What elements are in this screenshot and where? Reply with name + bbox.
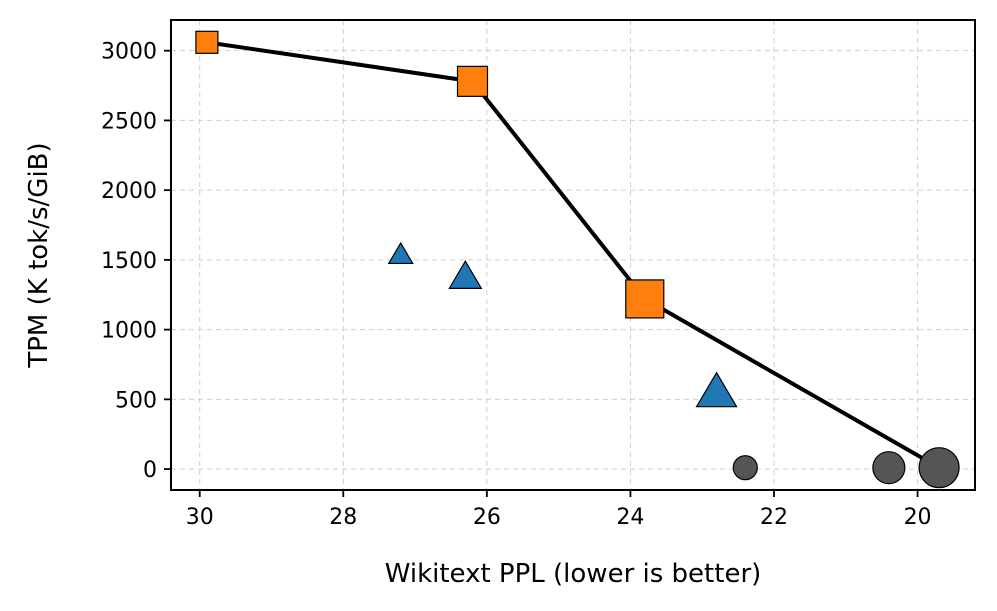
x-axis-label: Wikitext PPL (lower is better): [385, 559, 762, 589]
y-tick-label: 2500: [101, 109, 157, 134]
triangle-marker: [695, 371, 738, 408]
x-tick-label: 22: [760, 505, 788, 530]
square-marker: [195, 30, 219, 54]
circle-marker: [732, 455, 758, 481]
y-axis-ticks: 0 500 1000 1500 2000 2500 3000: [101, 40, 171, 483]
plot-frame: [170, 19, 976, 491]
x-tick-label: 28: [329, 505, 357, 530]
grid-layer: [171, 20, 975, 490]
y-tick-label: 500: [115, 388, 157, 413]
circle-marker: [918, 447, 960, 489]
y-tick-label: 3000: [101, 40, 157, 65]
square-marker: [456, 65, 489, 97]
y-tick-label: 0: [143, 458, 157, 483]
x-tick-label: 20: [904, 505, 932, 530]
y-tick-label: 1000: [101, 319, 157, 344]
triangle-marker: [448, 259, 483, 289]
square-marker: [625, 279, 665, 319]
y-tick-label: 1500: [101, 249, 157, 274]
x-tick-label: 26: [473, 505, 501, 530]
circle-marker: [872, 451, 906, 485]
x-tick-label: 30: [186, 505, 214, 530]
pareto-frontier-line: [206, 40, 941, 470]
x-tick-label: 24: [616, 505, 644, 530]
frontier-layer: [206, 40, 941, 470]
y-axis-label: TPM (K tok/s/GiB): [24, 142, 54, 368]
triangle-marker: [387, 241, 414, 265]
x-axis-ticks: 30 28 26 24 22 20: [186, 490, 932, 530]
marker-layer: [195, 30, 960, 489]
y-tick-label: 2000: [101, 179, 157, 204]
